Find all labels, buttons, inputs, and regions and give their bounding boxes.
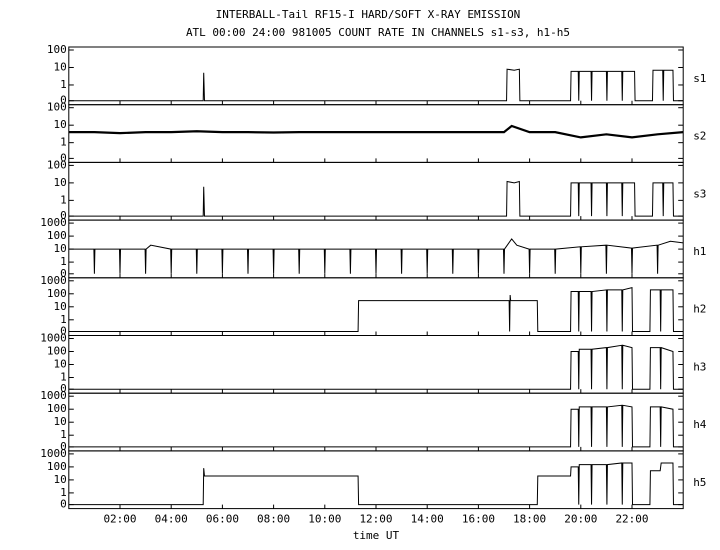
- y-tick-label: 100: [47, 345, 67, 358]
- panel-label: h2: [693, 303, 706, 316]
- chart-title: INTERBALL-Tail RF15-I HARD/SOFT X-RAY EM…: [216, 8, 521, 21]
- y-tick-label: 100: [47, 43, 67, 56]
- x-tick-label: 02:00: [103, 513, 136, 526]
- x-tick-label: 10:00: [308, 513, 341, 526]
- y-tick-label: 10: [54, 358, 67, 371]
- y-tick-label: 1000: [40, 274, 67, 287]
- x-tick-label: 04:00: [155, 513, 188, 526]
- panel-label: s3: [693, 187, 706, 200]
- y-tick-label: 1: [60, 255, 67, 268]
- y-tick-label: 1: [60, 313, 67, 326]
- y-tick-label: 0: [60, 267, 67, 280]
- y-tick-label: 10: [54, 176, 67, 189]
- y-tick-label: 100: [47, 287, 67, 300]
- y-tick-label: 10: [54, 60, 67, 73]
- series-line: [68, 68, 684, 102]
- y-tick-label: 1: [60, 486, 67, 499]
- y-tick-label: 10: [54, 300, 67, 313]
- y-tick-label: 100: [47, 158, 67, 171]
- x-tick-label: 22:00: [615, 513, 648, 526]
- y-tick-label: 0: [60, 209, 67, 222]
- y-tick-label: 0: [60, 151, 67, 164]
- y-tick-label: 10: [54, 242, 67, 255]
- panel-label: s2: [693, 130, 706, 143]
- chart-subtitle: ATL 00:00 24:00 981005 COUNT RATE IN CHA…: [186, 26, 570, 39]
- y-tick-label: 10: [54, 415, 67, 428]
- x-tick-label: 12:00: [359, 513, 392, 526]
- panel-label: h4: [693, 418, 707, 431]
- y-tick-label: 1: [60, 136, 67, 149]
- y-tick-label: 0: [60, 498, 67, 511]
- x-tick-label: 08:00: [257, 513, 290, 526]
- y-tick-label: 1000: [40, 447, 67, 460]
- x-tick-label: 20:00: [564, 513, 597, 526]
- y-tick-label: 1: [60, 78, 67, 91]
- y-tick-label: 10: [54, 473, 67, 486]
- x-tick-label: 14:00: [411, 513, 444, 526]
- panel-label: h5: [693, 476, 706, 489]
- y-tick-label: 1: [60, 371, 67, 384]
- x-tick-label: 06:00: [206, 513, 239, 526]
- y-tick-label: 100: [47, 402, 67, 415]
- x-tick-label: 16:00: [462, 513, 495, 526]
- series-line: [68, 286, 684, 332]
- y-tick-label: 0: [60, 325, 67, 338]
- panel-label: h1: [693, 245, 706, 258]
- y-tick-label: 100: [47, 460, 67, 473]
- x-tick-label: 18:00: [513, 513, 546, 526]
- series-line: [68, 344, 684, 390]
- y-tick-label: 0: [60, 440, 67, 453]
- series-line: [68, 462, 684, 506]
- panel-label: h3: [693, 360, 706, 373]
- panel-label: s1: [693, 72, 706, 85]
- series-line: [68, 180, 684, 217]
- y-tick-label: 1000: [40, 389, 67, 402]
- y-tick-label: 100: [47, 229, 67, 242]
- series-line: [68, 404, 684, 448]
- y-tick-label: 0: [60, 382, 67, 395]
- series-line: [68, 124, 684, 139]
- x-axis-label: time UT: [353, 529, 400, 542]
- series-line: [68, 238, 684, 274]
- y-tick-label: 1000: [40, 216, 67, 229]
- y-tick-label: 10: [54, 118, 67, 131]
- y-tick-label: 100: [47, 101, 67, 114]
- y-tick-label: 1: [60, 428, 67, 441]
- y-tick-label: 1: [60, 193, 67, 206]
- y-tick-label: 1000: [40, 332, 67, 345]
- y-tick-label: 0: [60, 94, 67, 107]
